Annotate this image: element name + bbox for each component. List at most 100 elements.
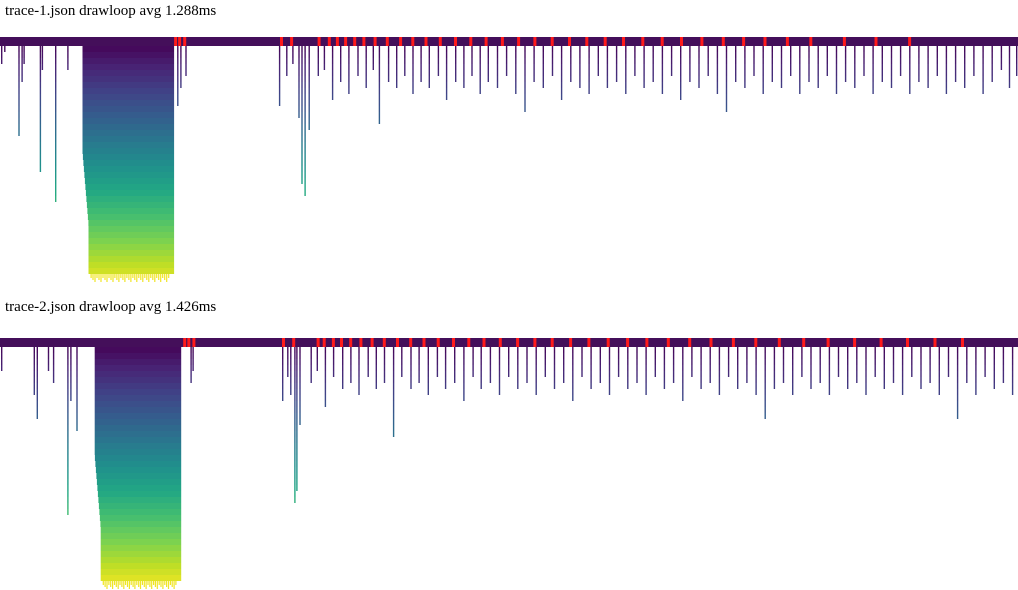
flame-frame	[560, 76, 563, 82]
flame-frame	[378, 46, 381, 52]
flame-frame	[301, 106, 303, 112]
flame-frame	[357, 46, 359, 52]
flame-highlight-mark	[411, 37, 415, 46]
flame-frame	[625, 82, 627, 88]
flame-frame	[180, 64, 182, 70]
flame-frame	[945, 82, 948, 88]
flame-frame	[982, 70, 984, 76]
flame-frame	[299, 365, 301, 371]
flame-frame	[570, 76, 572, 82]
flame-frame	[278, 58, 281, 64]
flame-frame	[735, 58, 737, 64]
flame-frame	[480, 377, 482, 383]
flame-frame	[773, 377, 776, 383]
flame-frame	[890, 46, 893, 52]
flame-frame	[67, 46, 69, 52]
flame-frame	[23, 46, 25, 52]
flame-frame	[378, 106, 381, 112]
flame-frame	[542, 46, 544, 52]
flame-frame	[392, 359, 395, 365]
flame-frame	[67, 389, 69, 395]
flame-frame	[294, 347, 296, 353]
flame-frame	[790, 52, 792, 58]
flame-frame	[725, 100, 728, 106]
flame-frame	[854, 64, 856, 70]
flame-frame	[615, 58, 618, 64]
flame-frame	[544, 353, 546, 359]
flame-frame	[973, 58, 975, 64]
flame-frame	[21, 64, 23, 70]
flame-frame	[340, 58, 342, 64]
flame-frame	[737, 377, 739, 383]
flame-frame	[55, 178, 57, 184]
flame-frame	[524, 106, 526, 112]
flame-frame	[55, 100, 57, 106]
flame-frame	[82, 118, 175, 124]
flame-frame	[304, 160, 306, 166]
flame-frame	[735, 76, 737, 82]
flame-frame	[304, 100, 306, 106]
flame-frame	[427, 347, 429, 353]
flame-frame	[645, 353, 647, 359]
flame-frame	[36, 389, 38, 395]
flame-highlight-mark	[349, 338, 353, 347]
flame-frame	[316, 353, 318, 359]
flame-frame	[661, 46, 664, 52]
flame-frame	[94, 455, 182, 461]
flame-frame	[82, 52, 175, 58]
flame-frame	[479, 46, 481, 52]
flame-frame	[672, 359, 675, 365]
flame-frame	[780, 46, 783, 52]
flame-frame	[498, 365, 501, 371]
flame-frame	[625, 52, 627, 58]
flame-frame	[375, 359, 377, 365]
flame-frame	[854, 46, 856, 52]
flame-frame	[844, 46, 847, 52]
flame-frame	[764, 413, 766, 419]
flame-frame	[82, 58, 175, 64]
flame-frame	[496, 46, 499, 52]
flame-frame	[340, 46, 342, 52]
flame-frame	[396, 82, 398, 88]
flame-frame	[55, 142, 57, 148]
flame-frame	[444, 359, 447, 365]
flame-frame	[863, 52, 865, 58]
flame-frame	[892, 377, 895, 383]
flame-frame	[489, 371, 492, 377]
flame-frame	[927, 82, 929, 88]
flame-highlight-mark	[785, 37, 789, 46]
flame-frame	[608, 353, 611, 359]
flame-frame	[1016, 52, 1018, 58]
flame-frame	[608, 365, 611, 371]
flame-frame	[993, 359, 995, 365]
flame-frame	[663, 353, 666, 359]
flame-frame	[287, 371, 289, 377]
flame-frame	[479, 70, 481, 76]
flame-frame	[301, 112, 303, 118]
flame-frame	[680, 52, 682, 58]
flame-frame	[192, 353, 194, 359]
flame-frame	[856, 359, 858, 365]
flame-frame	[744, 70, 746, 76]
flame-frame	[799, 70, 801, 76]
flame-frame	[88, 244, 175, 250]
flame-frame	[18, 52, 20, 58]
flame-frame	[1, 52, 3, 58]
flame-frame	[342, 353, 344, 359]
flame-frame	[863, 58, 865, 64]
flame-frame	[100, 527, 182, 533]
flame-frame	[672, 365, 675, 371]
flame-frame	[445, 52, 448, 58]
flame-frame	[365, 64, 367, 70]
flame-frame	[718, 371, 721, 377]
flame-frame	[317, 52, 319, 58]
flame-frame	[299, 419, 301, 425]
flame-frame	[682, 365, 684, 371]
flame-frame	[304, 76, 306, 82]
flame-frame	[18, 70, 20, 76]
flame-frame	[396, 76, 398, 82]
flame-frame	[579, 46, 581, 52]
flame-frame	[41, 52, 44, 58]
flame-frame	[526, 359, 528, 365]
flame-frame	[479, 64, 481, 70]
